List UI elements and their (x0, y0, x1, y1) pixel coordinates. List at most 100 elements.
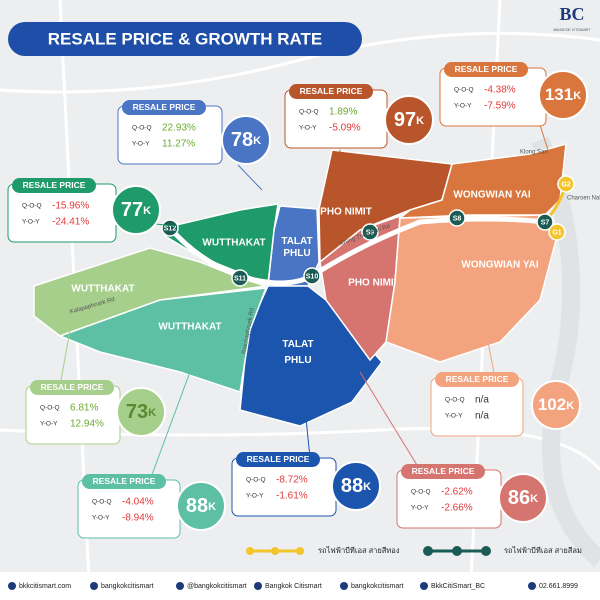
station (231, 269, 249, 287)
footer-icon (176, 582, 184, 590)
metric-label: Y-O-Y (22, 219, 40, 226)
callout-header (122, 100, 206, 115)
callout-header (12, 178, 96, 193)
footer-icon (90, 582, 98, 590)
callouts: RESALE PRICE Q-O-Q 22.93% Y-O-Y 11.27% 78K RES… (7, 62, 588, 539)
leader-line (149, 371, 191, 481)
legend-footer: รถไฟฟ้าบีทีเอส สายสีทอง รถไฟฟ้าบีทีเอส สา… (0, 546, 600, 600)
callout-title: RESALE PRICE (41, 382, 104, 392)
price-badge (331, 461, 381, 511)
metric-value: -2.62% (441, 487, 473, 498)
metric-label: Q-O-Q (411, 489, 431, 496)
station-label: S8 (453, 215, 462, 222)
price: 131K (545, 85, 581, 104)
price: 97K (394, 109, 424, 131)
logo: BC (559, 4, 584, 24)
footer-text: Bangkok Citismart (265, 583, 322, 590)
leader-line (334, 149, 341, 196)
footer-icon (8, 582, 16, 590)
metric-label: Y-O-Y (246, 493, 264, 500)
metric-value: -2.66% (441, 503, 473, 514)
price-value: 131 (545, 85, 573, 104)
price: 86K (508, 487, 538, 509)
price-badge (111, 185, 161, 235)
station (161, 219, 179, 237)
title: RESALE PRICE & GROWTH RATE (48, 29, 323, 48)
footer-icon (528, 582, 536, 590)
footer-icon (254, 582, 262, 590)
station-label: S10 (306, 273, 319, 280)
metric-label: Q-O-Q (22, 203, 42, 210)
footer-icon (420, 582, 428, 590)
price: 77K (121, 199, 151, 221)
station (303, 267, 321, 285)
leader-line (359, 371, 421, 471)
price-unit: K (566, 400, 574, 412)
price-value: 102 (538, 395, 566, 414)
metric-value: 6.81% (70, 403, 98, 414)
metric-value: -8.94% (122, 513, 154, 524)
callout-title: RESALE PRICE (133, 102, 196, 112)
price: 88K (341, 475, 371, 497)
price-unit: K (530, 493, 538, 505)
leader-line (59, 329, 71, 387)
callout-header (435, 372, 519, 387)
callout-title: RESALE PRICE (300, 86, 363, 96)
legend-dot (452, 546, 462, 556)
zone-label: TALAT PHLU (282, 339, 313, 366)
price-unit: K (573, 90, 581, 102)
zone (57, 287, 268, 393)
metric-label: Q-O-Q (454, 87, 474, 94)
price-value: 73 (126, 401, 148, 423)
callout-title: RESALE PRICE (23, 180, 86, 190)
metric-label: Q-O-Q (246, 477, 266, 484)
footer-text: bangkokcitismart (351, 583, 404, 590)
logo-subtitle: BANGKOK CITISMART (553, 28, 591, 32)
metric-value: -4.04% (122, 497, 154, 508)
price-badge (498, 473, 548, 523)
price: 78K (231, 129, 261, 151)
metric-value: 11.27% (162, 139, 195, 150)
price-unit: K (253, 135, 261, 147)
legend-dot (423, 546, 433, 556)
metric-value: n/a (475, 395, 489, 406)
leader-line (237, 164, 263, 191)
metric-value: 22.93% (162, 123, 196, 134)
road-label: Klong San (520, 150, 548, 156)
station (361, 223, 379, 241)
station (548, 223, 566, 241)
callout-title: RESALE PRICE (93, 476, 156, 486)
metric-value: -1.61% (276, 491, 308, 502)
price-badge (538, 70, 588, 120)
legend-dot (246, 547, 254, 555)
price: 102K (538, 395, 574, 414)
zones: TALAT PHLU TALAT PHLU WUTTHAKAT WUTTHAKAT WUTT… (33, 142, 567, 427)
metric-label: Y-O-Y (132, 141, 150, 148)
zone-label: WUTTHAKAT (71, 284, 134, 295)
station (536, 213, 554, 231)
price: 73K (126, 401, 156, 423)
metric-value: -4.38% (484, 85, 516, 96)
zone-label: PHO NIMIT (320, 207, 372, 218)
legend-dot (296, 547, 304, 555)
zone-label: PHO NIMIT (348, 278, 400, 289)
leader-line (479, 299, 496, 379)
station-label: S9 (366, 229, 375, 236)
price-badge (116, 387, 166, 437)
leader-line (305, 417, 311, 459)
callout-title: RESALE PRICE (446, 374, 509, 384)
metric-value: -5.09% (329, 123, 361, 134)
footer-text: @bangkokcitismart (187, 583, 247, 590)
rail-line (168, 216, 546, 286)
legend-dot (271, 547, 279, 555)
metric-label: Q-O-Q (445, 397, 465, 404)
station (557, 175, 575, 193)
callout-header (444, 62, 528, 77)
road-label: Charoen Nakorn (567, 196, 600, 202)
price: 88K (186, 495, 216, 517)
metric-label: Y-O-Y (445, 413, 463, 420)
footer-icon (340, 582, 348, 590)
metric-label: Y-O-Y (411, 505, 429, 512)
footer-text: 02.661.8999 (539, 583, 578, 590)
